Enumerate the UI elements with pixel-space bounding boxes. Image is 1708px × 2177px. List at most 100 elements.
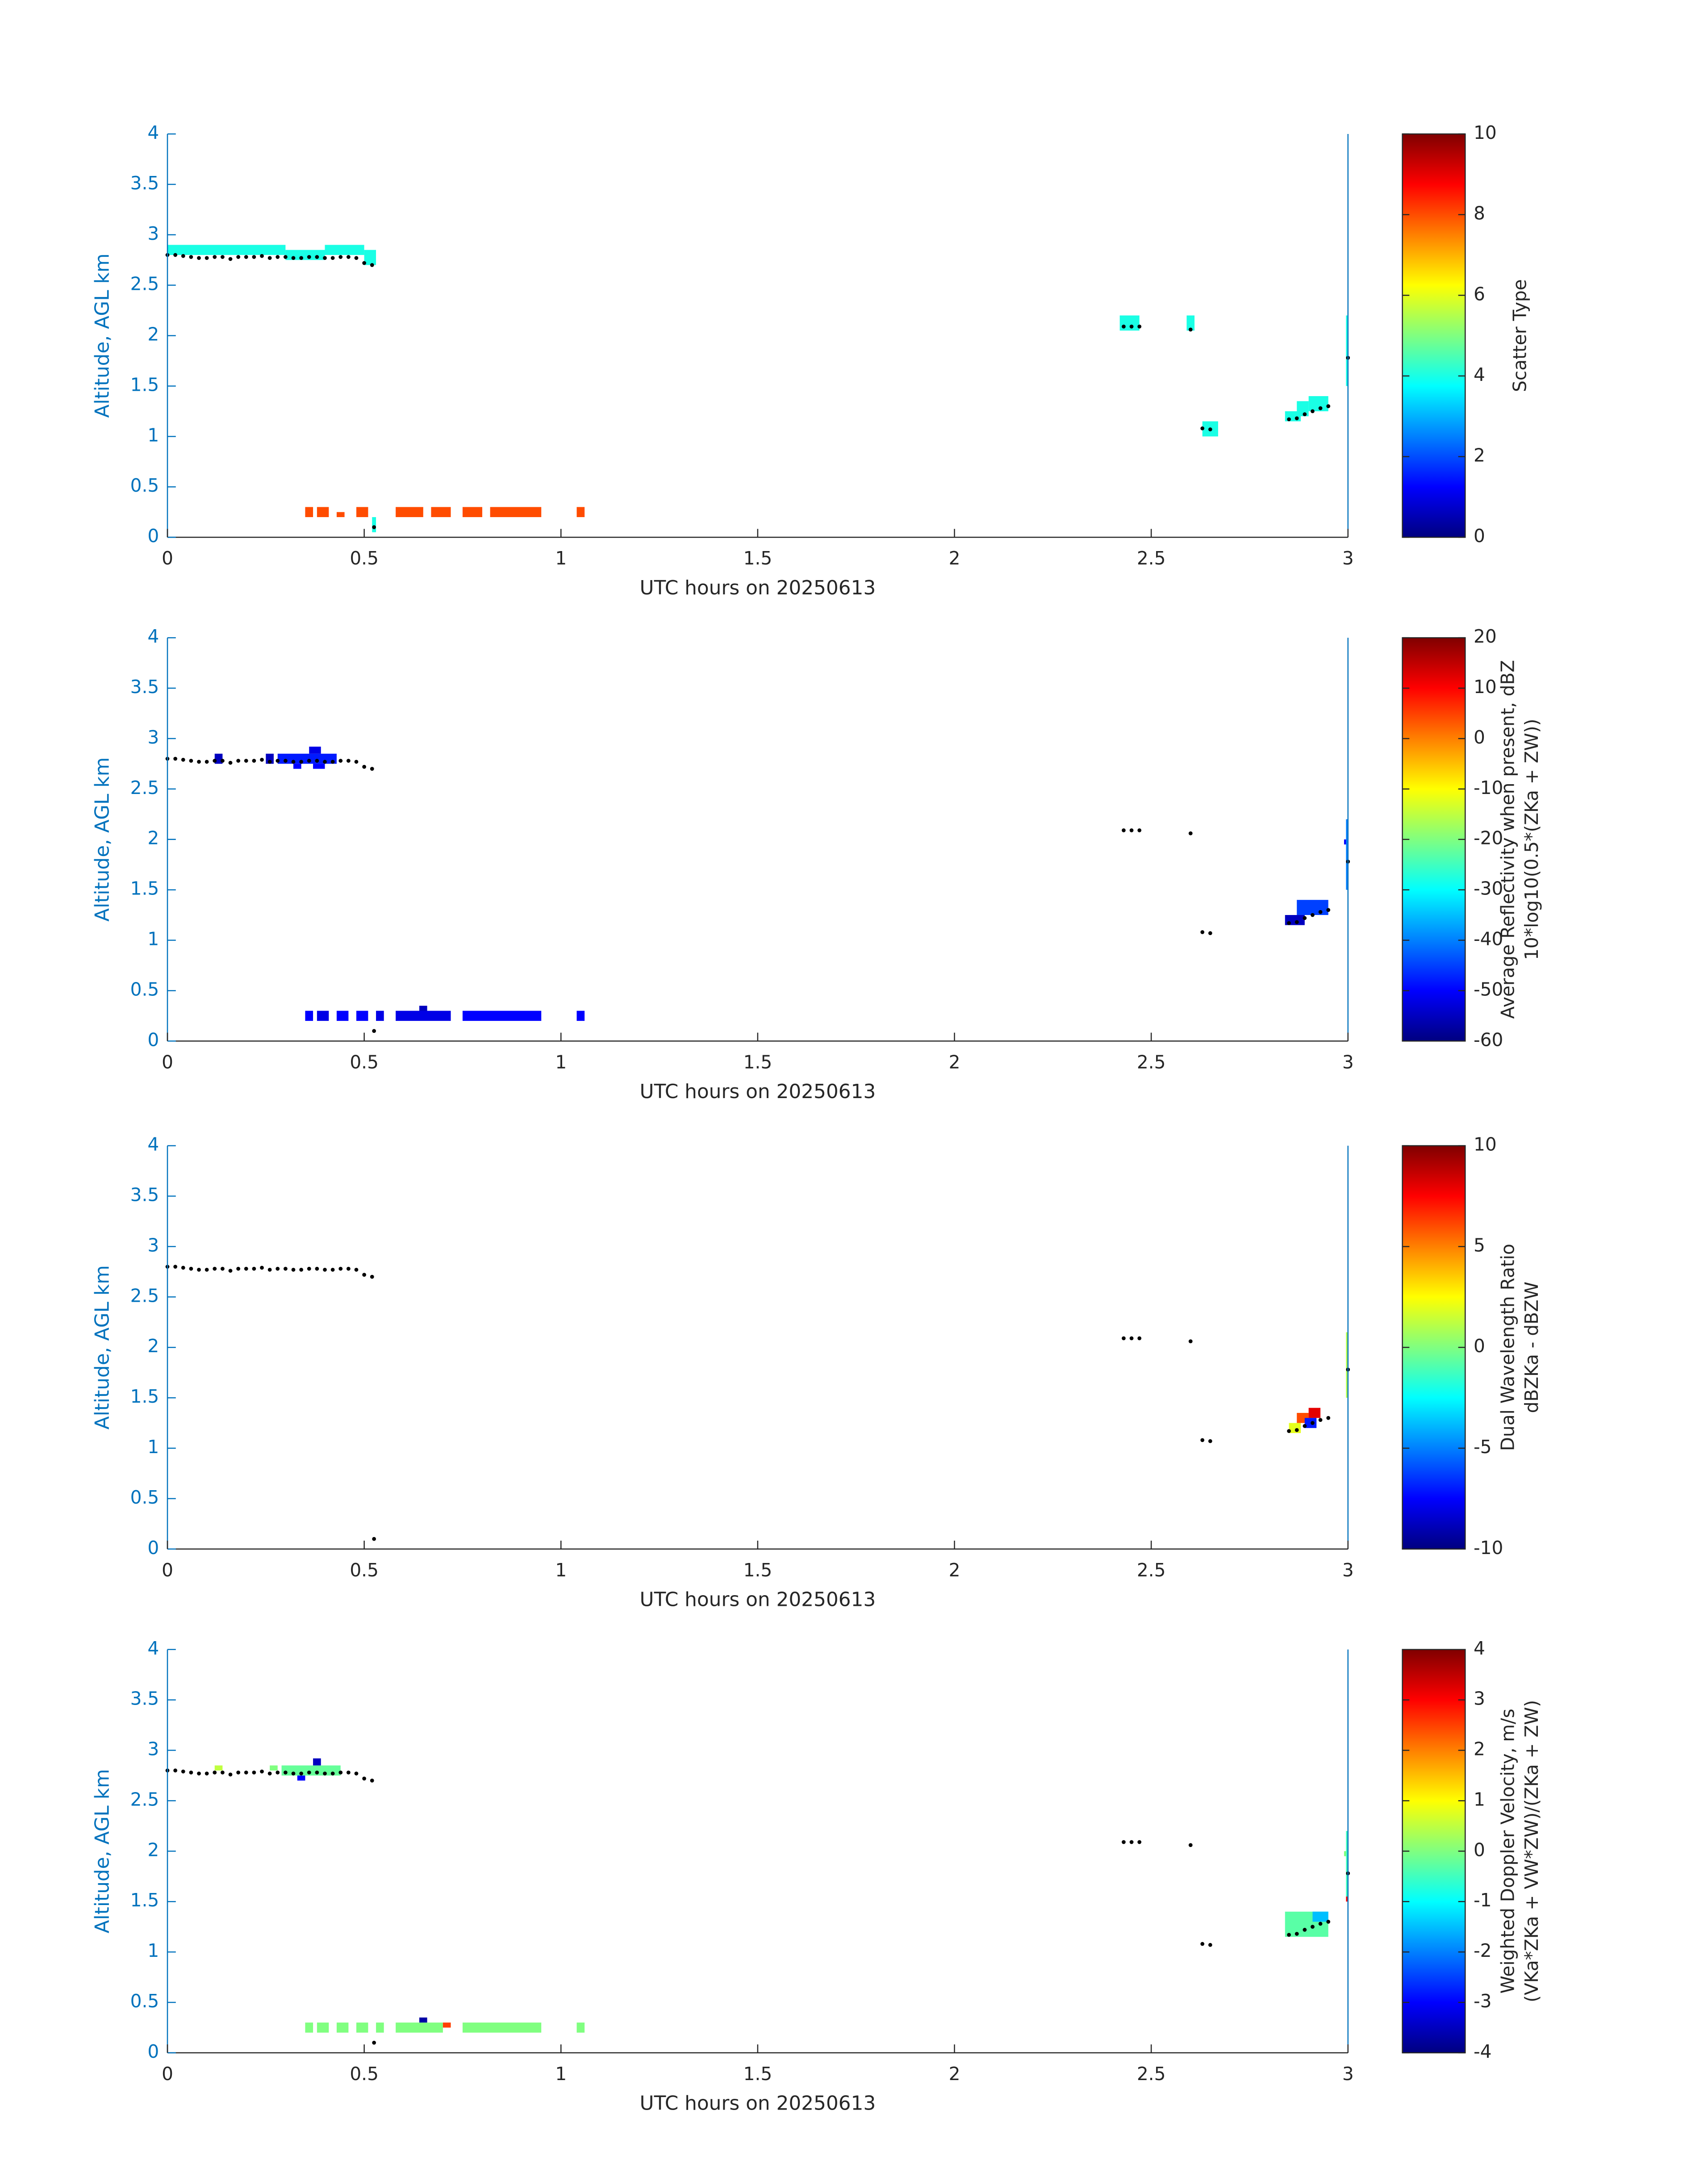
y-tick-label: 4 [147, 1134, 159, 1155]
point [307, 1770, 311, 1775]
data-cell [1119, 315, 1140, 331]
point [173, 756, 177, 761]
point [330, 1772, 335, 1776]
y-tick-label: 2.5 [130, 1285, 159, 1306]
point [1326, 1416, 1331, 1420]
data-cell [214, 753, 223, 764]
x-tick-label: 2 [949, 2063, 960, 2085]
y-tick-label: 4 [147, 1638, 159, 1659]
x-tick-label: 1 [555, 2063, 567, 2085]
x-tick-label: 2 [949, 1051, 960, 1073]
point [276, 1266, 280, 1271]
point [284, 759, 288, 763]
point [1122, 1336, 1126, 1341]
x-axis-label: UTC hours on 20250613 [640, 577, 876, 599]
data-cell [317, 2022, 329, 2033]
data-cell [336, 512, 345, 517]
point [347, 1266, 351, 1271]
x-tick-label: 0 [162, 1051, 173, 1073]
data-cell [1346, 1332, 1348, 1398]
point [1287, 417, 1291, 422]
x-tick-label: 0 [162, 1559, 173, 1581]
colorbar-tick-label: 10 [1474, 122, 1497, 143]
data-cell [317, 507, 329, 517]
colorbar-tick-label: 2 [1474, 1738, 1485, 1760]
data-cell [462, 2022, 542, 2033]
data-cell [396, 1011, 451, 1021]
colorbar-tick-label: -10 [1474, 1537, 1503, 1559]
point [362, 1776, 366, 1781]
point [228, 1269, 233, 1273]
x-tick-label: 2 [949, 547, 960, 569]
colorbar [1402, 1145, 1466, 1550]
data-cell [576, 507, 585, 517]
point [1129, 1840, 1134, 1844]
x-tick-label: 1.5 [743, 2063, 773, 2085]
y-tick-label: 1.5 [130, 374, 159, 395]
point [189, 759, 193, 763]
colorbar-tick-label: -30 [1474, 878, 1503, 899]
point [1208, 1943, 1212, 1947]
x-tick-label: 1.5 [743, 547, 773, 569]
point [252, 1266, 256, 1271]
point [323, 1772, 327, 1776]
point [1295, 1932, 1299, 1936]
colorbar-tick-label: 0 [1474, 1335, 1485, 1357]
point [276, 1770, 280, 1775]
point [189, 255, 193, 259]
x-tick-label: 3 [1342, 547, 1354, 569]
point [299, 256, 304, 260]
y-tick-label: 1.5 [130, 1386, 159, 1407]
point [291, 1772, 296, 1776]
point [267, 760, 272, 764]
colorbar-tick-label: -60 [1474, 1029, 1503, 1050]
point [1326, 908, 1331, 912]
x-tick-label: 2.5 [1137, 1051, 1166, 1073]
y-tick-label: 3.5 [130, 1688, 159, 1709]
colorbar [1402, 637, 1466, 1042]
point [267, 256, 272, 260]
point [315, 1770, 319, 1775]
point [1303, 412, 1307, 417]
point [228, 760, 233, 765]
point [173, 1265, 177, 1269]
point [1295, 920, 1299, 924]
colorbar-tick-label: 6 [1474, 283, 1485, 305]
colorbar-tick-label: -10 [1474, 777, 1503, 798]
data-cell [1297, 401, 1309, 417]
point [370, 1274, 374, 1279]
point [291, 760, 296, 764]
data-cell [462, 507, 482, 517]
x-tick-label: 2 [949, 1559, 960, 1581]
data-cell [356, 507, 368, 517]
data-cell [313, 1758, 321, 1766]
point [1129, 324, 1134, 329]
point [299, 1267, 304, 1272]
point [252, 255, 256, 259]
point [252, 1770, 256, 1775]
point [181, 757, 185, 762]
data-cell [576, 1011, 585, 1021]
point [276, 255, 280, 259]
point [244, 255, 248, 259]
point [213, 759, 217, 763]
colorbar [1402, 133, 1466, 538]
y-axis-label: Altitude, AGL km [91, 1769, 113, 1933]
data-cell [313, 764, 325, 769]
colorbar-label: (VKa*ZKa + VW*ZW)/(ZKa + ZW) [1521, 1700, 1542, 2002]
point [370, 263, 374, 267]
colorbar-tick-label: -20 [1474, 827, 1503, 849]
y-tick-label: 3 [147, 223, 159, 244]
y-axis-label: Altitude, AGL km [91, 254, 113, 418]
point [1303, 916, 1307, 920]
data-cell [1312, 1911, 1328, 1922]
data-cell [356, 1011, 368, 1021]
point [1326, 1919, 1331, 1924]
point [276, 759, 280, 763]
point [323, 1267, 327, 1272]
data-cell [462, 1011, 542, 1021]
point [228, 1772, 233, 1777]
data-cell [419, 1006, 427, 1011]
point [338, 255, 343, 259]
colorbar-label: Average Reflectivity when present, dBZ [1497, 660, 1519, 1019]
